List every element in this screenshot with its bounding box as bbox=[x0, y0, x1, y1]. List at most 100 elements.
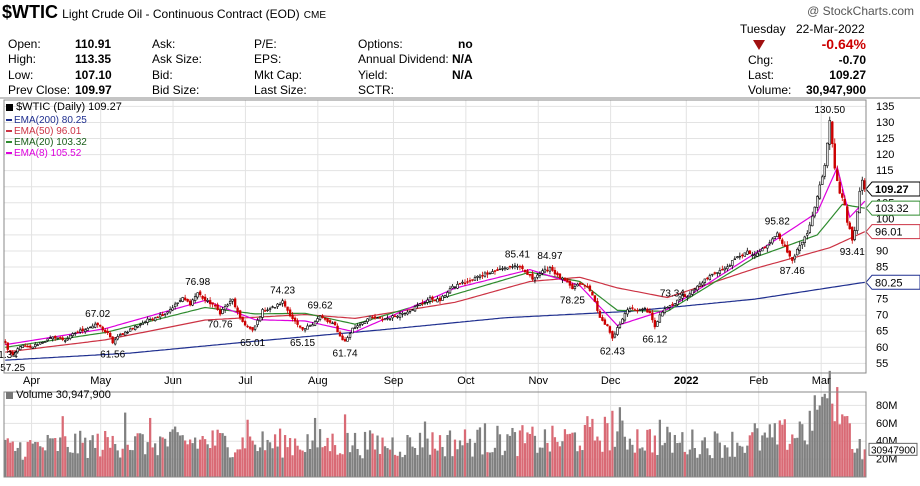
volume-bar bbox=[196, 448, 199, 477]
volume-bar bbox=[321, 447, 324, 477]
candle-body bbox=[188, 300, 192, 306]
volume-bar bbox=[528, 433, 532, 477]
price-tick-label: 120 bbox=[876, 149, 894, 161]
candle-body bbox=[118, 334, 122, 337]
price-annotation: 61.56 bbox=[100, 349, 125, 360]
candle-body bbox=[721, 269, 724, 271]
volume-bar bbox=[44, 450, 47, 477]
volume-bar bbox=[461, 445, 464, 477]
volume-bar bbox=[731, 431, 734, 477]
candle-body bbox=[473, 277, 477, 281]
candle-body bbox=[731, 260, 734, 266]
volume-bar bbox=[708, 455, 711, 477]
volume-bar bbox=[346, 432, 349, 477]
candle-body bbox=[138, 324, 142, 326]
candle-body bbox=[601, 317, 604, 321]
volume-value: 30,947,900 bbox=[805, 83, 866, 97]
candle-body bbox=[293, 317, 297, 322]
candle-body bbox=[736, 256, 739, 259]
candle-body bbox=[578, 282, 582, 285]
volume-bar bbox=[726, 447, 729, 477]
candle-body bbox=[768, 242, 772, 245]
volume-bar bbox=[233, 452, 237, 477]
candle-body bbox=[693, 288, 697, 291]
volume-bar bbox=[391, 437, 394, 477]
volume-bar bbox=[601, 451, 604, 477]
candle-body bbox=[603, 319, 607, 325]
volume-bar bbox=[323, 446, 327, 477]
volume-bar bbox=[616, 431, 619, 477]
volume-bar bbox=[171, 429, 174, 477]
volume-bar bbox=[181, 435, 184, 477]
candle-body bbox=[246, 325, 249, 328]
candle-body bbox=[14, 351, 17, 356]
candle-body bbox=[846, 206, 849, 223]
candle-body bbox=[228, 300, 232, 304]
candle-body bbox=[121, 333, 124, 336]
candle-body bbox=[776, 232, 779, 237]
month-label: Jul bbox=[238, 375, 252, 387]
volume-bar bbox=[471, 456, 474, 477]
volume-bar bbox=[121, 448, 124, 477]
ema-legend-label: EMA(20) 103.32 bbox=[14, 137, 87, 148]
ema-legend: EMA(200) 80.25 EMA(50) 96.01 EMA(20) 103.3… bbox=[6, 115, 87, 159]
candle-body bbox=[568, 280, 572, 286]
volume-bar bbox=[773, 423, 776, 477]
volume-bar bbox=[76, 453, 79, 477]
candle-body bbox=[308, 325, 312, 327]
candle-body bbox=[261, 309, 264, 318]
volume-bar bbox=[366, 449, 369, 477]
candle-body bbox=[861, 179, 864, 191]
candle-body bbox=[621, 318, 624, 324]
volume-bar bbox=[228, 457, 232, 477]
ema50-line bbox=[5, 231, 866, 353]
volume-bar bbox=[156, 455, 159, 477]
candle-body bbox=[383, 318, 387, 321]
volume-bar bbox=[258, 447, 262, 477]
volume-bar bbox=[84, 437, 87, 477]
volume-bar bbox=[201, 436, 204, 477]
candle-body bbox=[198, 291, 202, 296]
candle-body bbox=[446, 292, 449, 297]
candle-body bbox=[178, 300, 182, 302]
yield-value: N/A bbox=[452, 68, 473, 82]
candle-body bbox=[788, 250, 791, 257]
chg-label: Chg: bbox=[748, 53, 774, 67]
candle-body bbox=[106, 330, 109, 334]
price-annotation: 62.43 bbox=[600, 347, 625, 358]
volume-bar bbox=[14, 450, 17, 477]
candle-body bbox=[166, 311, 169, 314]
candle-body bbox=[56, 337, 59, 339]
candle-body bbox=[81, 328, 84, 332]
candle-body bbox=[288, 309, 292, 317]
volume-bar bbox=[778, 420, 781, 477]
volume-bar bbox=[266, 439, 269, 477]
candle-body bbox=[186, 298, 189, 302]
volume-bar bbox=[318, 429, 322, 477]
candle-body bbox=[398, 313, 402, 318]
volume-bar bbox=[851, 449, 854, 477]
volume-bar bbox=[273, 434, 277, 477]
ema-legend-item: EMA(50) 96.01 bbox=[6, 126, 87, 137]
volume-bar bbox=[716, 433, 719, 477]
candle-body bbox=[126, 331, 129, 334]
volume-panel-title: Volume 30,947,900 bbox=[6, 389, 111, 401]
price-annotation: 93.41 bbox=[840, 247, 865, 258]
candle-body bbox=[828, 120, 831, 145]
volume-bar bbox=[758, 450, 761, 477]
candle-body bbox=[681, 295, 684, 299]
volume-bar bbox=[496, 425, 499, 477]
volume-bar bbox=[576, 451, 579, 477]
candle-body bbox=[651, 312, 654, 321]
candle-body bbox=[218, 309, 222, 315]
volume-bar bbox=[191, 443, 194, 477]
candle-body bbox=[311, 324, 314, 327]
candle-body bbox=[241, 316, 244, 322]
volume-bar bbox=[478, 427, 482, 477]
price-panel-frame bbox=[3, 99, 867, 374]
volume-bar bbox=[164, 438, 167, 477]
price-tick-label: 60 bbox=[876, 342, 888, 354]
volume-bar bbox=[39, 446, 42, 477]
candle-body bbox=[823, 165, 826, 177]
candle-body bbox=[576, 283, 579, 287]
